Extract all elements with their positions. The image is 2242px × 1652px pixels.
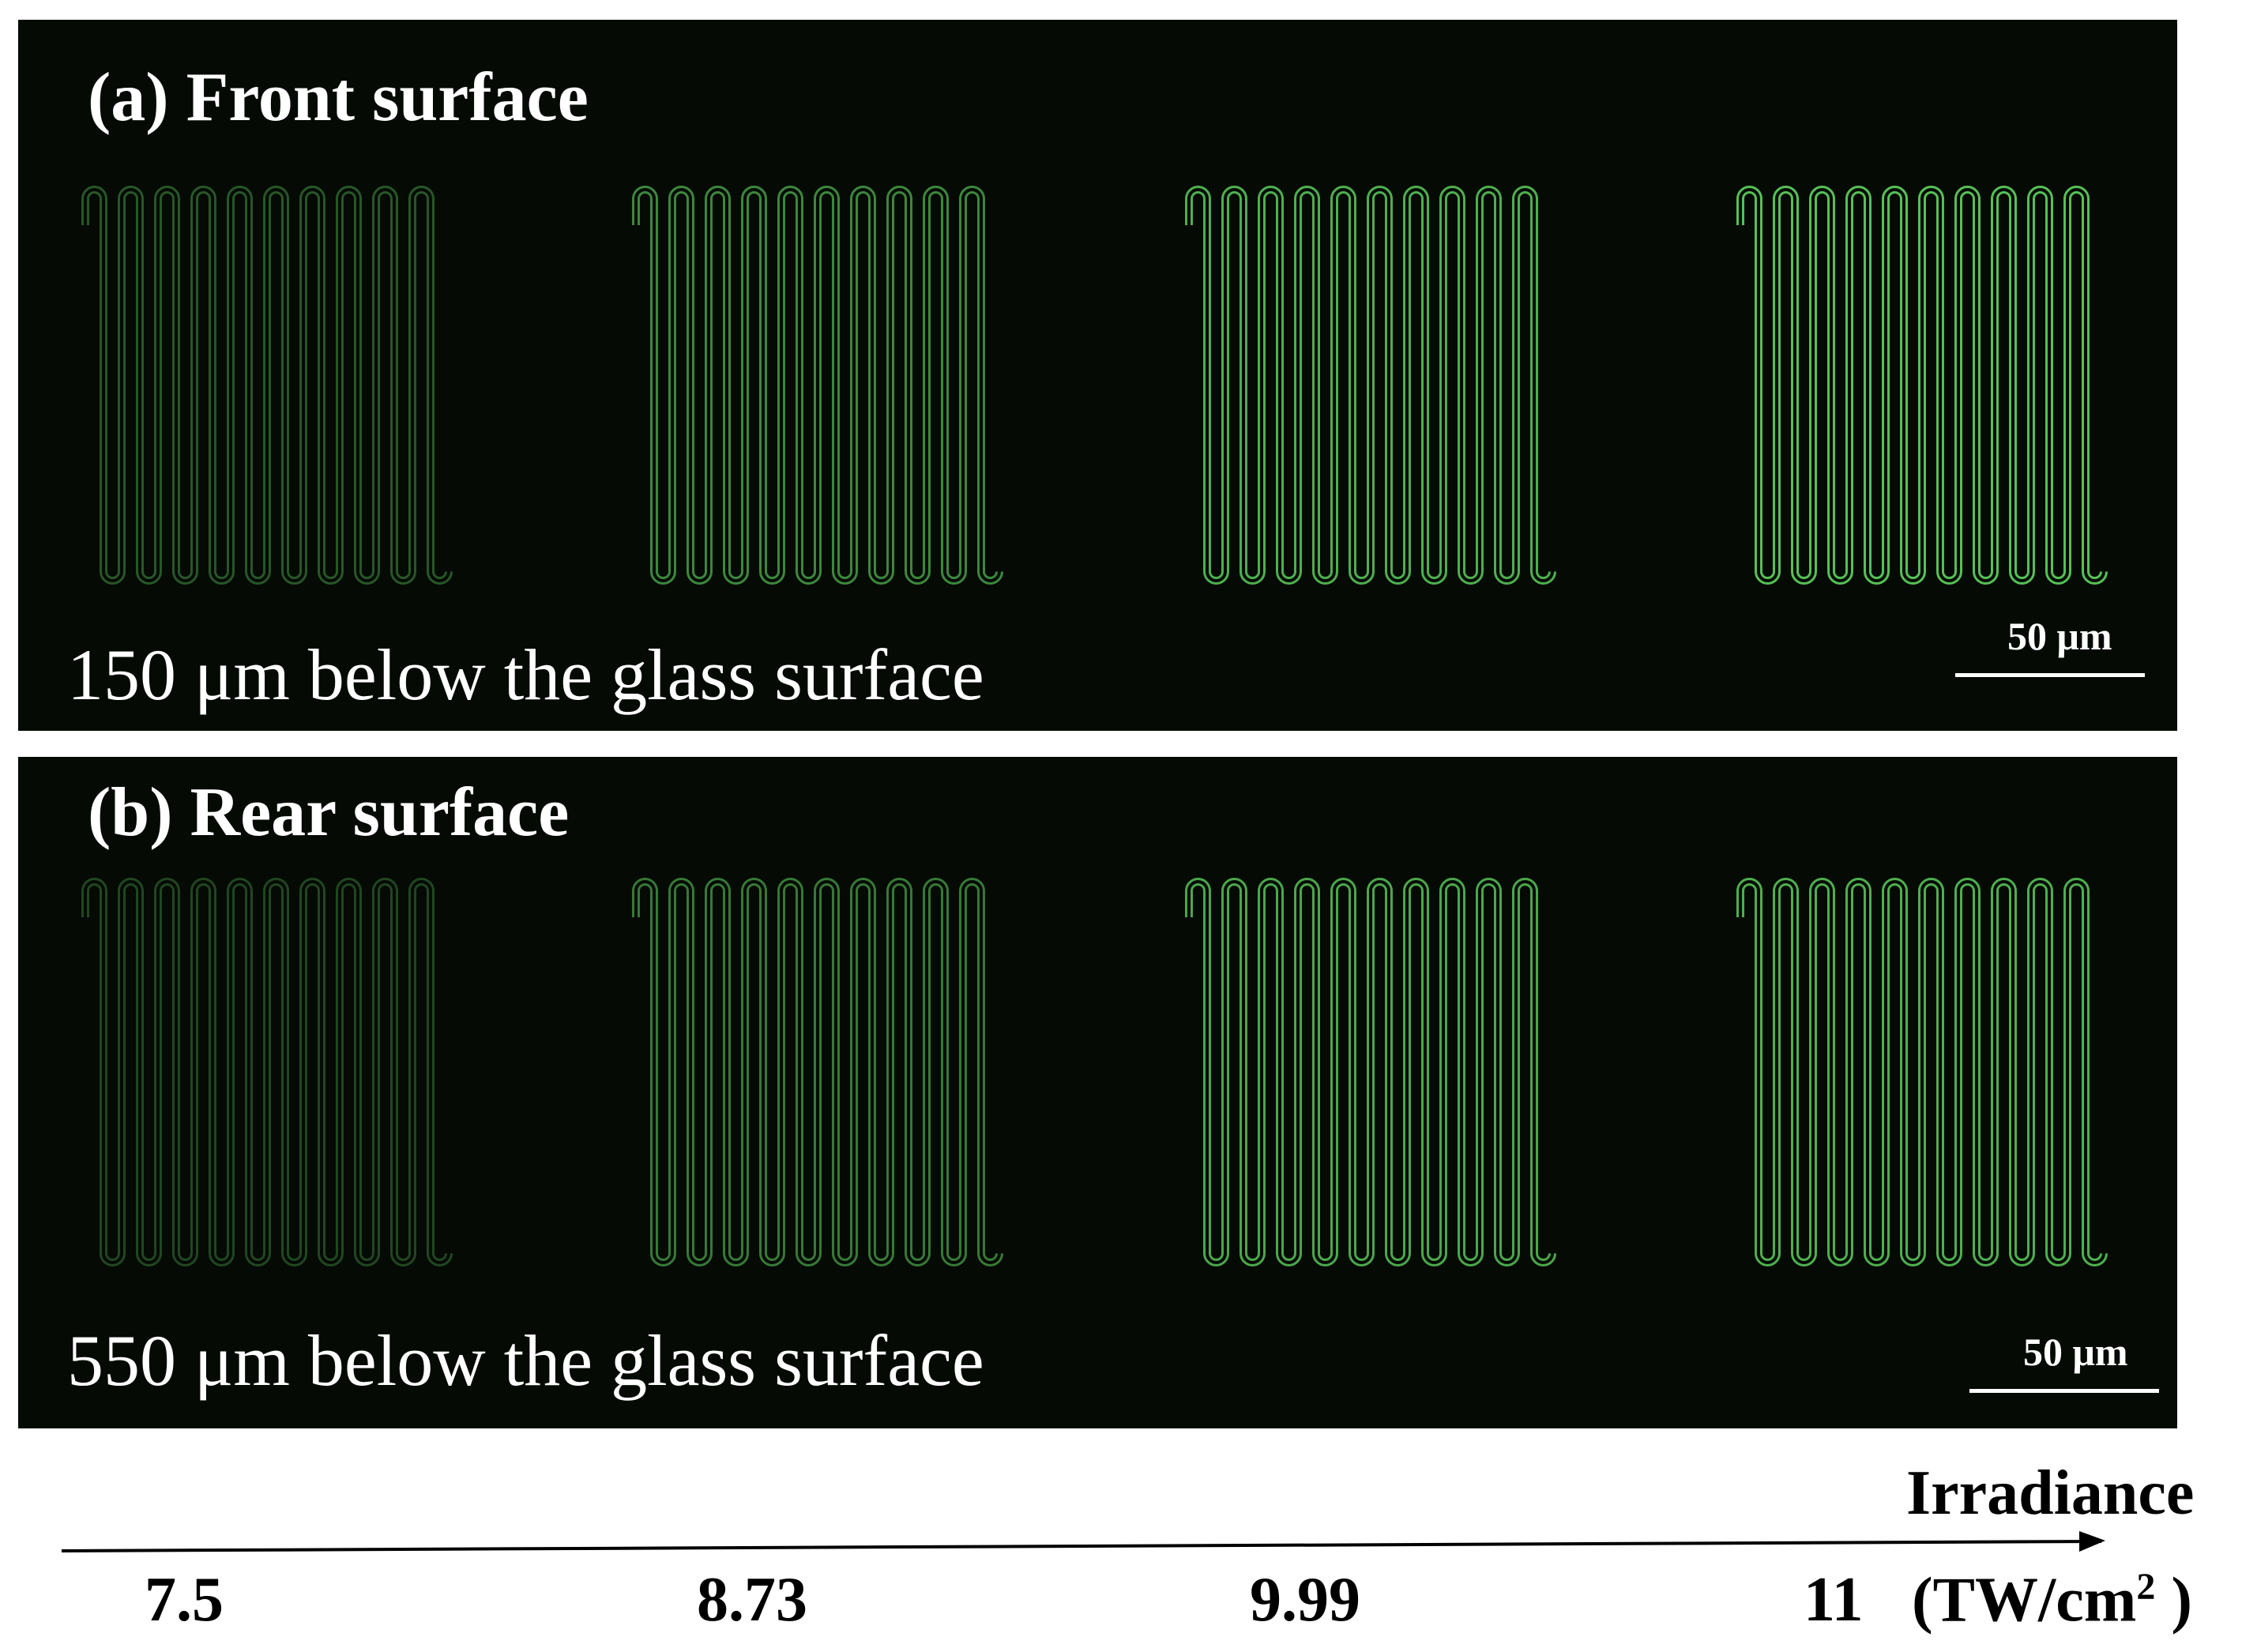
tick-label: 9.99 (1250, 1565, 1360, 1635)
panel-rear-surface: (b) Rear surface 550 μm below the glass … (18, 757, 2177, 1428)
depth-label: 550 μm below the glass surface (67, 1320, 984, 1401)
panel-title: (b) Rear surface (88, 774, 570, 851)
depth-label: 150 μm below the glass surface (67, 634, 984, 715)
waveguide-pattern (1736, 186, 2108, 585)
arrow-head-icon (2079, 1531, 2105, 1552)
axis-title: Irradiance (1906, 1458, 2195, 1528)
waveguide-pattern (1736, 878, 2108, 1266)
panel-front-surface: (a) Front surface 150 μm below the glass… (18, 20, 2177, 731)
tick-label: 7.5 (145, 1565, 224, 1635)
waveguide-pattern (1185, 186, 1556, 585)
scale-bar (1969, 1389, 2159, 1393)
waveguide-pattern (632, 186, 1003, 585)
tick-label: 8.73 (697, 1565, 807, 1635)
waveguide-pattern (632, 878, 1003, 1266)
panel-title: (a) Front surface (88, 59, 589, 136)
waveguide-pattern (1185, 878, 1556, 1266)
scale-bar (1955, 673, 2145, 677)
unit-label: (TW/cm2 ) (1912, 1565, 2193, 1635)
scale-bar-label: 50 μm (2023, 1330, 2128, 1374)
irradiance-axis (61, 1531, 2105, 1552)
irradiance-arrow (61, 1540, 2102, 1552)
waveguide-pattern (81, 186, 453, 585)
micrograph-front-surface (81, 186, 2108, 585)
micrograph-rear-surface (81, 878, 2108, 1266)
tick-label: 11 (1804, 1565, 1864, 1635)
scale-bar-label: 50 μm (2007, 614, 2112, 658)
waveguide-pattern (81, 878, 453, 1266)
